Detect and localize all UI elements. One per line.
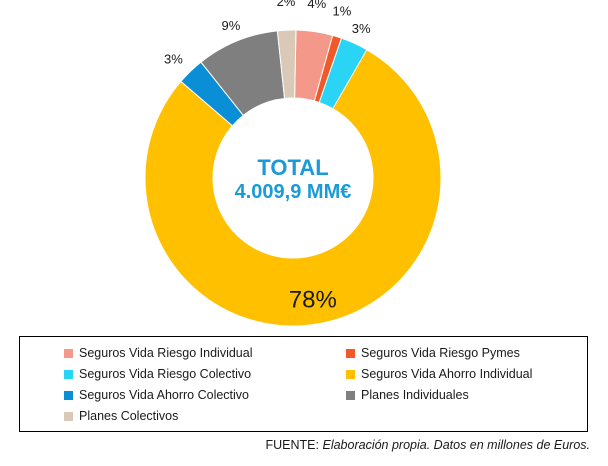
slice-label-4: 78% [289,286,337,313]
center-total-title: TOTAL [257,155,329,180]
slice-label-5: 3% [164,52,183,67]
legend-swatch [64,411,73,421]
legend-item: Planes Individuales [346,388,469,402]
slice-label-7: 2% [277,0,296,9]
slice-label-3: 3% [352,21,371,36]
legend-swatch [346,369,355,379]
legend-label: Seguros Vida Ahorro Colectivo [79,388,250,402]
slice-label-2: 1% [332,3,351,18]
legend-item: Seguros Vida Ahorro Individual [346,367,532,381]
legend-item: Seguros Vida Riesgo Colectivo [64,367,251,381]
legend-item: Seguros Vida Riesgo Individual [64,346,253,360]
legend-item: Seguros Vida Riesgo Pymes [346,346,520,360]
donut-slice-7 [276,29,297,99]
legend-item: Planes Colectivos [64,409,178,423]
center-total-value: 4.009,9 MM€ [234,181,352,203]
legend-swatch [64,369,73,379]
chart-legend: Seguros Vida Riesgo Individual Seguros V… [19,336,588,432]
legend-swatch [64,390,73,400]
slice-label-1: 4% [307,0,326,11]
legend-item: Seguros Vida Ahorro Colectivo [64,388,249,402]
source-prefix: FUENTE: [265,438,319,452]
legend-label: Seguros Vida Riesgo Colectivo [79,367,252,381]
legend-swatch [346,348,355,358]
source-note: FUENTE: Elaboración propia. Datos en mil… [266,438,590,452]
legend-label: Seguros Vida Riesgo Individual [79,346,253,360]
legend-label: Planes Individuales [361,388,469,402]
legend-label: Seguros Vida Ahorro Individual [361,367,533,381]
source-text: Elaboración propia. Datos en millones de… [322,438,590,452]
slice-label-6: 9% [221,18,240,33]
donut-slice-4 [144,49,442,327]
legend-swatch [346,390,355,400]
legend-swatch [64,348,73,358]
legend-label: Planes Colectivos [79,409,179,423]
legend-label: Seguros Vida Riesgo Pymes [361,346,520,360]
